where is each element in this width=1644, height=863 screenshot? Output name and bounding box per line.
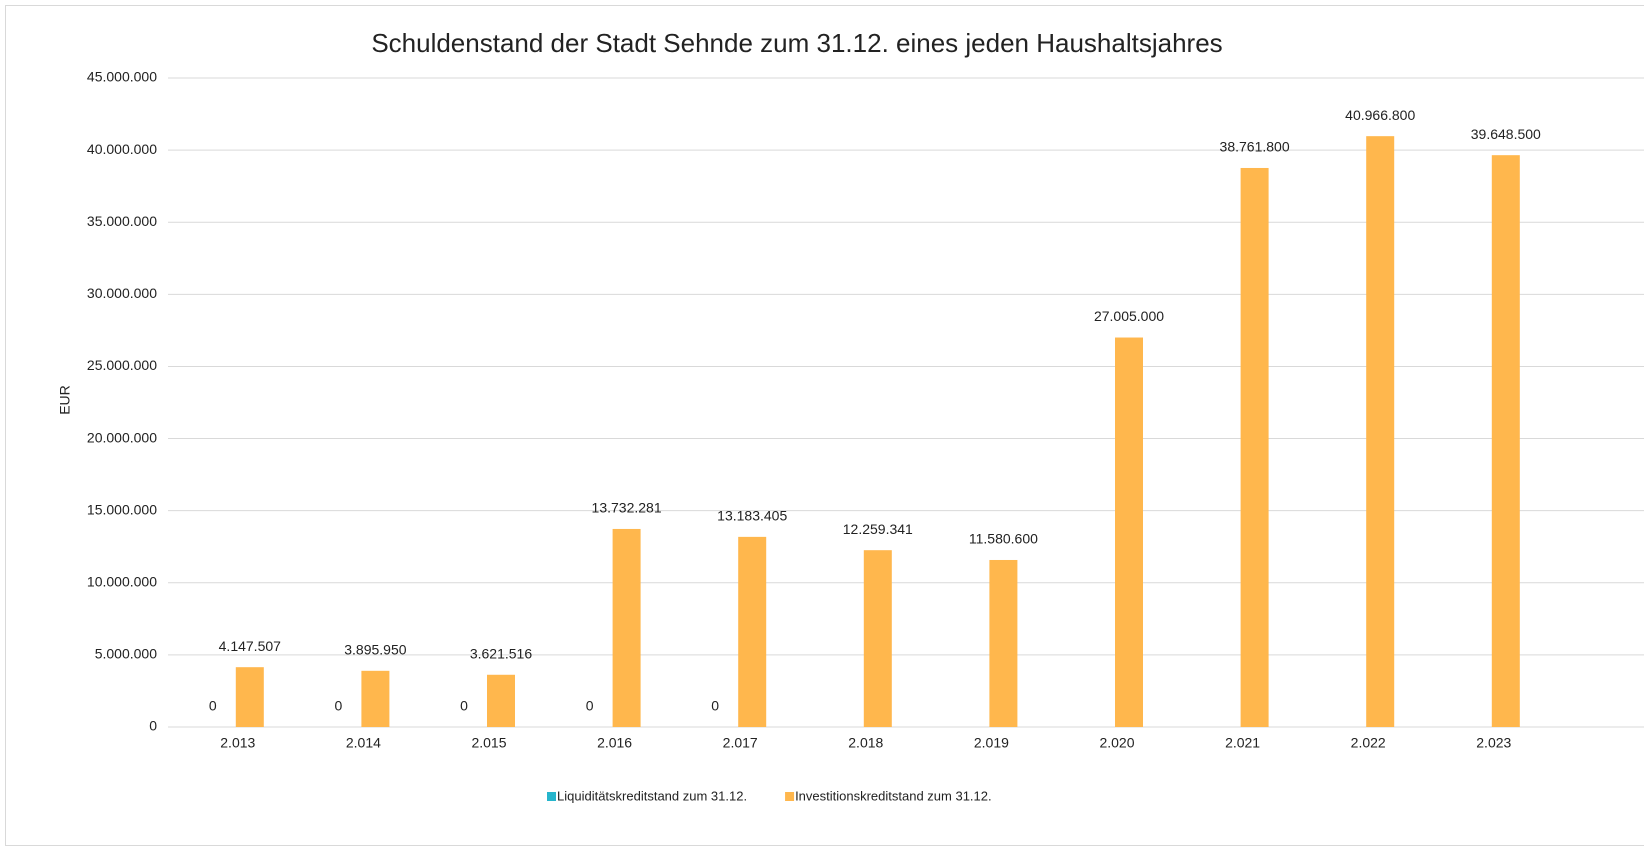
- x-tick-label: 2.015: [471, 735, 506, 751]
- bar: [863, 550, 892, 727]
- legend-swatch: [785, 792, 795, 801]
- x-tick-label: 2.013: [220, 735, 255, 751]
- y-tick-label: 5.000.000: [95, 646, 157, 662]
- y-tick-label: 40.000.000: [87, 141, 157, 157]
- bar: [738, 536, 767, 727]
- data-label: 0: [711, 698, 719, 714]
- bar: [235, 667, 264, 727]
- y-tick-label: 30.000.000: [87, 285, 157, 301]
- y-tick-label: 45.000.000: [87, 69, 157, 85]
- chart-title: Schuldenstand der Stadt Sehnde zum 31.12…: [371, 28, 1222, 58]
- x-tick-label: 2.022: [1351, 735, 1386, 751]
- bar: [361, 670, 390, 727]
- data-label: 12.259.341: [843, 521, 913, 537]
- y-tick-label: 25.000.000: [87, 357, 157, 373]
- data-label: 0: [460, 698, 468, 714]
- legend-swatch: [547, 792, 556, 801]
- bar: [1240, 167, 1269, 728]
- bar: [1115, 337, 1143, 727]
- data-label: 13.732.281: [592, 500, 662, 516]
- legend-label: Investitionskreditstand zum 31.12.: [795, 788, 992, 803]
- data-label: 0: [586, 698, 594, 714]
- data-label: 3.621.516: [470, 645, 532, 661]
- x-tick-label: 2.016: [597, 735, 632, 751]
- bar: [612, 528, 641, 727]
- x-tick-label: 2.020: [1099, 735, 1134, 751]
- legend-label: Liquiditätskreditstand zum 31.12.: [557, 788, 747, 803]
- y-tick-label: 0: [149, 718, 157, 734]
- data-label: 0: [335, 698, 343, 714]
- data-label: 27.005.000: [1094, 308, 1164, 324]
- x-tick-label: 2.021: [1225, 735, 1260, 751]
- data-label: 39.648.500: [1471, 126, 1541, 142]
- data-label: 40.966.800: [1345, 107, 1415, 123]
- y-tick-label: 20.000.000: [87, 429, 157, 445]
- data-label: 13.183.405: [717, 508, 787, 524]
- x-tick-label: 2.018: [848, 735, 883, 751]
- data-label: 4.147.507: [219, 638, 281, 654]
- x-tick-label: 2.019: [974, 735, 1009, 751]
- bar: [487, 674, 515, 727]
- data-label: 11.580.600: [969, 531, 1038, 547]
- bar: [989, 559, 1018, 727]
- bar: [1491, 155, 1520, 727]
- x-tick-label: 2.023: [1476, 735, 1511, 751]
- bar: [1366, 136, 1395, 727]
- x-tick-label: 2.017: [723, 735, 758, 751]
- y-tick-label: 15.000.000: [87, 501, 157, 517]
- data-label: 38.761.800: [1220, 139, 1290, 155]
- y-axis-title: EUR: [57, 385, 73, 415]
- y-tick-label: 10.000.000: [87, 573, 157, 589]
- x-tick-label: 2.014: [346, 735, 381, 751]
- data-label: 3.895.950: [344, 642, 406, 658]
- y-tick-label: 35.000.000: [87, 213, 157, 229]
- data-label: 0: [209, 698, 217, 714]
